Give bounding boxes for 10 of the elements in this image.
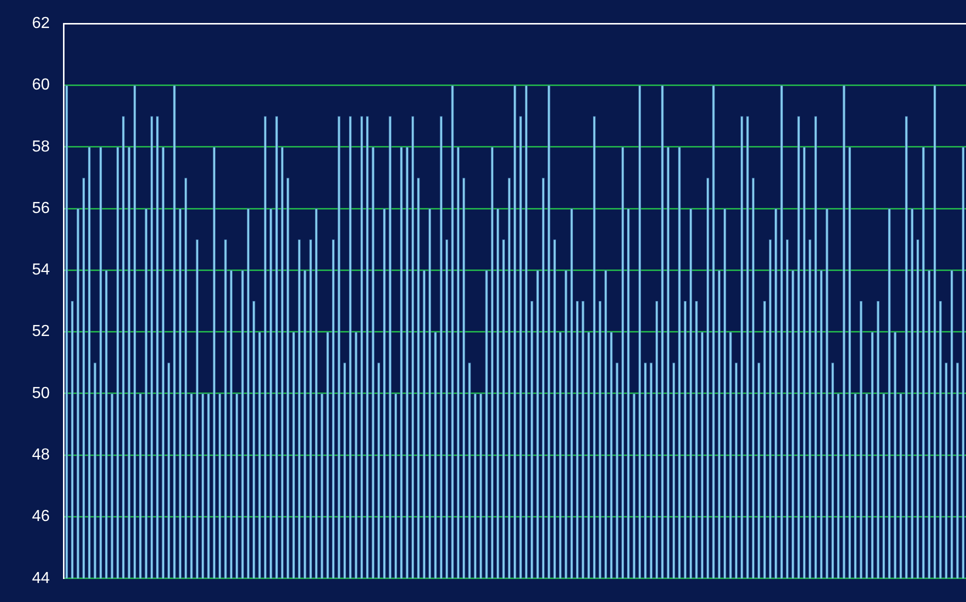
y-tick-label: 50 [32, 384, 50, 402]
y-tick-label: 46 [32, 508, 50, 526]
y-tick-label: 44 [32, 570, 50, 587]
y-tick-label: 48 [32, 446, 50, 464]
y-tick-label: 60 [32, 76, 50, 94]
y-tick-label: 52 [32, 323, 50, 340]
y-tick-label: 58 [32, 138, 50, 156]
y-tick-label: 62 [32, 15, 50, 32]
y-tick-label: 56 [32, 200, 50, 217]
y-tick-label: 54 [32, 262, 50, 279]
